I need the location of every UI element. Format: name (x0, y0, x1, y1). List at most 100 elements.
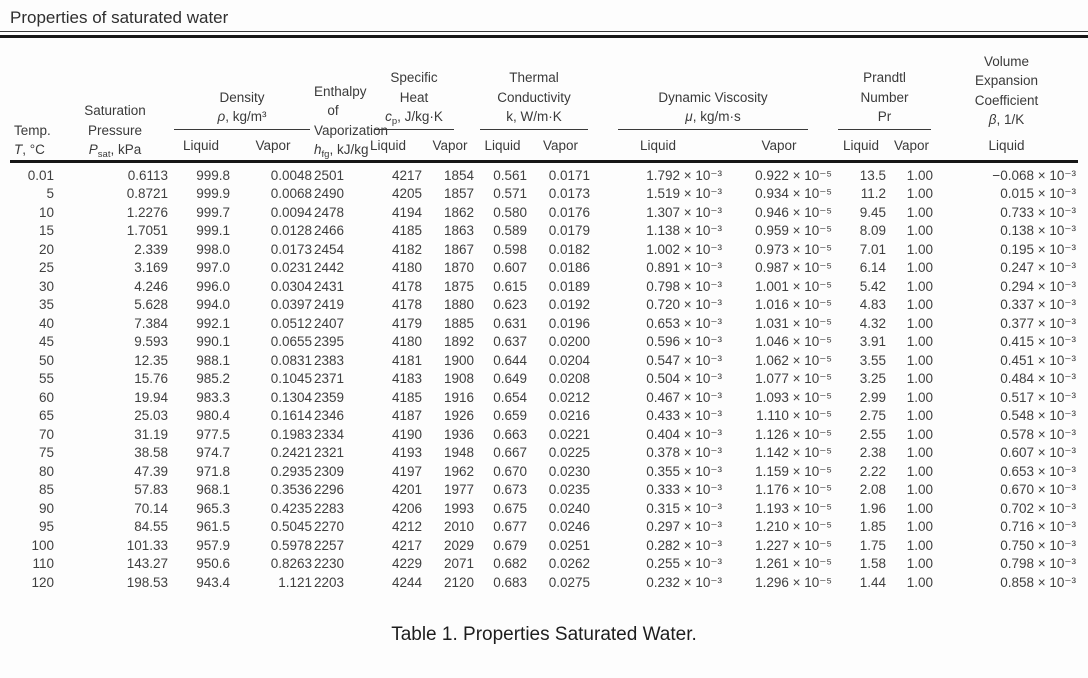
cell-beta_liquid: 0.247 × 10⁻³ (1000, 260, 1077, 275)
cell-pr_vapor: 1.00 (906, 278, 934, 294)
cell-pr_vapor: 1.00 (906, 352, 934, 368)
cell-hfg_kj_kg: 2334 (314, 426, 345, 442)
cell-k_vapor: 0.0189 (548, 278, 591, 294)
cell-hfg_kj_kg: 2270 (314, 519, 345, 534)
cell-cp_liquid: 4185 (391, 389, 422, 405)
cell-pr_vapor: 1.00 (906, 408, 934, 423)
cell-cp_liquid: 4180 (391, 260, 422, 275)
cell-beta_liquid: 0.607 × 10⁻³ (1000, 445, 1077, 460)
cell-pr_liquid: 2.38 (859, 445, 887, 460)
cell-temp_c: 85 (38, 482, 54, 497)
cell-psat_kpa: 0.8721 (126, 186, 168, 201)
cell-temp_c: 0.01 (10, 159, 60, 185)
cell-pr_liquid: 4.83 (859, 297, 887, 312)
cell-hfg_kj_kg: 2346 (314, 408, 345, 423)
cell-temp_c: 10 (38, 204, 54, 220)
cell-mu_vapor: 1.227 × 10⁻⁵ (755, 537, 833, 553)
cell-density_vapor: 0.0068 (270, 186, 312, 201)
cell-density_vapor: 0.0655 (270, 334, 312, 349)
cell-cp_vapor: 1962 (443, 463, 474, 479)
table-header: Temp. T, °C Saturation Pressure Psat, kP… (10, 52, 1078, 162)
cell-psat_kpa: 143.27 (126, 556, 168, 571)
cell-density_liquid: 992.1 (196, 315, 230, 331)
cell-beta_liquid: 0.294 × 10⁻³ (1000, 278, 1077, 294)
cell-k_liquid: 0.679 (493, 537, 527, 553)
cell-cp_vapor: 2010 (443, 519, 474, 534)
cell-mu_liquid: 0.315 × 10⁻³ (646, 500, 723, 516)
cell-pr_vapor: 1.00 (906, 204, 934, 220)
cell-pr_liquid: 13.5 (834, 159, 889, 185)
cell-pr_vapor: 1.00 (906, 500, 934, 516)
cell-temp_c: 55 (38, 371, 54, 386)
col-header-specific-heat: Specific Heat cp, J/kg·K (352, 52, 476, 130)
cell-density_vapor: 0.0231 (270, 260, 312, 275)
cell-k_vapor: 0.0179 (548, 223, 591, 238)
cell-cp_vapor: 1870 (443, 260, 474, 275)
cell-psat_kpa: 12.35 (134, 352, 168, 368)
table-row: 20 2.339 998.0 0.0173 2454 4182 1867 0.598 0.018… (10, 241, 1078, 260)
cell-beta_liquid: 0.138 × 10⁻³ (1000, 223, 1077, 238)
cell-k_liquid: 0.623 (493, 297, 527, 312)
cell-psat_kpa: 70.14 (134, 500, 168, 516)
cell-density_vapor: 0.5045 (270, 519, 312, 534)
cell-cp_liquid: 4181 (391, 352, 422, 368)
cell-k_liquid: 0.683 (493, 574, 527, 590)
cell-density_vapor: 0.0094 (270, 204, 312, 220)
cell-density_vapor: 0.5978 (270, 537, 312, 553)
cell-density_vapor: 0.0173 (270, 241, 312, 257)
cell-pr_liquid: 2.08 (859, 482, 887, 497)
cell-pr_vapor: 1.00 (906, 223, 934, 238)
cell-mu_vapor: 1.110 × 10⁻⁵ (756, 408, 833, 423)
cell-pr_liquid: 3.91 (859, 334, 887, 349)
cell-beta_liquid: 0.517 × 10⁻³ (1000, 389, 1077, 405)
cell-density_vapor: 0.1304 (270, 389, 312, 405)
cell-temp_c: 65 (38, 408, 54, 423)
cell-cp_liquid: 4194 (391, 204, 422, 220)
cell-cp_vapor: 1977 (443, 482, 474, 497)
table-row: 15 1.7051 999.1 0.0128 2466 4185 1863 0.589 0.01… (10, 222, 1078, 241)
cell-pr_vapor: 1.00 (906, 537, 934, 553)
cell-cp_liquid: 4212 (391, 519, 422, 534)
cell-psat_kpa: 3.169 (134, 260, 168, 275)
cell-temp_c: 70 (38, 426, 54, 442)
cell-psat_kpa: 0.6113 (60, 159, 170, 185)
cell-k_liquid: 0.580 (493, 204, 527, 220)
cell-density_vapor: 0.0128 (270, 223, 312, 238)
cell-hfg_kj_kg: 2383 (314, 352, 345, 368)
cell-density_liquid: 961.5 (196, 519, 230, 534)
cell-pr_liquid: 2.22 (859, 463, 887, 479)
cell-pr_vapor: 1.00 (906, 315, 934, 331)
cell-k_liquid: 0.598 (493, 241, 527, 257)
cell-pr_vapor: 1.00 (906, 445, 934, 460)
cell-k_liquid: 0.644 (493, 352, 527, 368)
col-header-dynamic-viscosity-liquid: Liquid (640, 138, 677, 153)
cell-mu_vapor: 0.934 × 10⁻⁵ (755, 186, 833, 201)
cell-temp_c: 30 (38, 278, 54, 294)
table-row: 70 31.19 977.5 0.1983 2334 4190 1936 0.663 0.022… (10, 426, 1078, 445)
cell-mu_liquid: 0.433 × 10⁻³ (646, 408, 723, 423)
cell-k_vapor: 0.0208 (548, 371, 591, 386)
cell-hfg_kj_kg: 2431 (314, 278, 345, 294)
cell-k_liquid: 0.659 (493, 408, 527, 423)
cell-mu_liquid: 0.720 × 10⁻³ (646, 297, 723, 312)
cell-pr_vapor: 1.00 (906, 482, 934, 497)
cell-density_liquid: 999.1 (196, 223, 230, 238)
cell-mu_liquid: 0.596 × 10⁻³ (646, 334, 723, 349)
cell-hfg_kj_kg: 2490 (314, 186, 345, 201)
cell-k_liquid: 0.677 (493, 519, 527, 534)
cell-mu_liquid: 0.355 × 10⁻³ (646, 463, 723, 479)
table-row: 65 25.03 980.4 0.1614 2346 4187 1926 0.659 0.021… (10, 407, 1078, 426)
cell-mu_vapor: 1.062 × 10⁻⁵ (755, 352, 833, 368)
cell-cp_liquid: 4179 (391, 315, 422, 331)
cell-cp_vapor: 1908 (443, 371, 474, 386)
cell-k_vapor: 0.0200 (548, 334, 591, 349)
cell-mu_vapor: 1.261 × 10⁻⁵ (755, 556, 833, 571)
cell-pr_liquid: 1.58 (859, 556, 887, 571)
cell-hfg_kj_kg: 2478 (314, 204, 345, 220)
cell-density_liquid: 977.5 (196, 426, 230, 442)
cell-mu_vapor: 1.016 × 10⁻⁵ (755, 297, 833, 312)
cell-pr_vapor: 1.00 (906, 556, 934, 571)
cell-pr_liquid: 5.42 (859, 278, 887, 294)
cell-mu_liquid: 0.333 × 10⁻³ (646, 482, 723, 497)
cell-temp_c: 60 (38, 389, 54, 405)
